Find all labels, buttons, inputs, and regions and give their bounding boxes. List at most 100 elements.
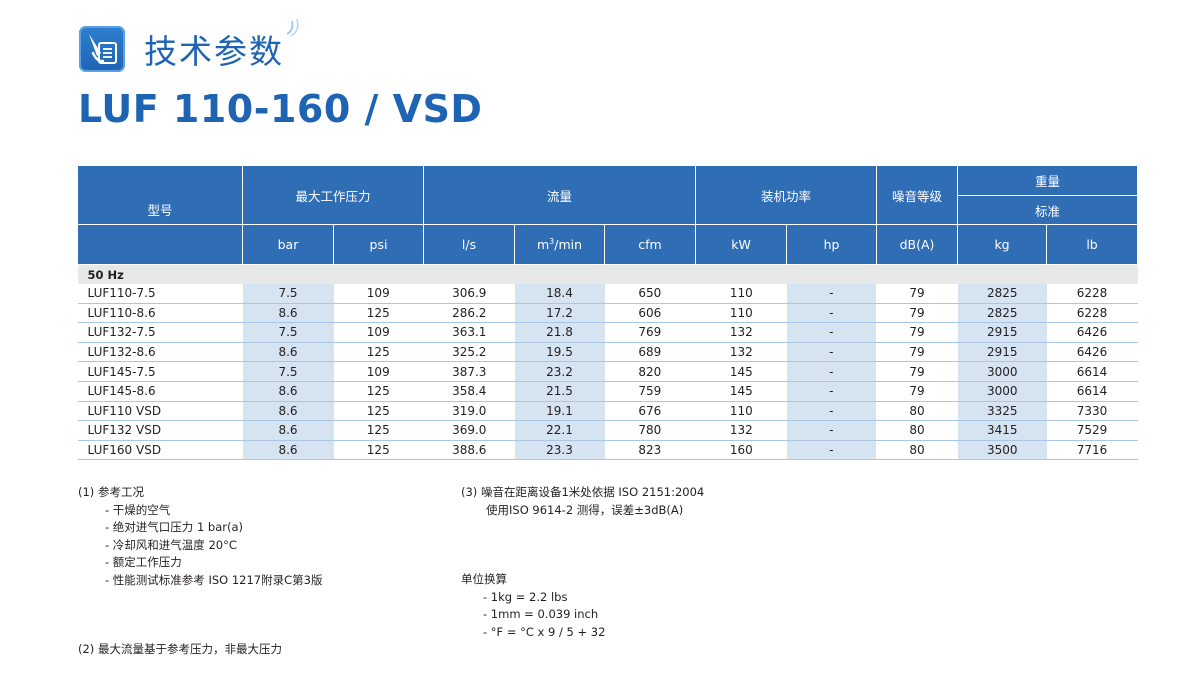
value-cell: 689 [604,342,697,363]
signal-arc-icon [286,18,299,37]
value-cell: 3500 [957,440,1047,461]
value-cell: 8.6 [242,440,334,461]
value-cell: 21.5 [514,381,605,402]
value-cell: 79 [876,342,959,363]
value-cell: 125 [333,440,425,461]
value-cell: - [786,322,878,343]
value-cell: 8.6 [242,381,334,402]
unit-cfm: cfm [604,224,697,265]
value-cell: 79 [876,322,959,343]
value-cell: 109 [333,284,425,304]
value-cell: 6426 [1046,342,1138,363]
value-cell: 8.6 [242,303,334,324]
model-cell: LUF132 VSD [77,420,243,441]
value-cell: 2825 [957,303,1047,324]
unit-conversion-note: 单位换算 - 1kg = 2.2 lbs - 1mm = 0.039 inch … [461,571,605,641]
value-cell: 6614 [1046,381,1138,402]
model-title: LUF 110-160 / VSD [78,87,483,131]
value-cell: 79 [876,284,959,304]
value-cell: 145 [695,381,787,402]
unit-conversion-item: - 1mm = 0.039 inch [483,607,599,622]
value-cell: 8.6 [242,420,334,441]
value-cell: 79 [876,381,959,402]
value-cell: 80 [876,440,959,461]
unit-bar: bar [242,224,334,265]
unit-conversion-item: - °F = °C x 9 / 5 + 32 [483,624,606,639]
units-title: 单位换算 [461,572,507,586]
model-cell: LUF145-7.5 [77,361,243,382]
value-cell: 7330 [1046,401,1138,422]
value-cell: 110 [695,284,787,304]
value-cell: 6228 [1046,303,1138,324]
value-cell: 132 [695,342,787,363]
value-cell: 325.2 [423,342,515,363]
value-cell: 23.2 [514,361,605,382]
value-cell: 3325 [957,401,1047,422]
value-cell: 2915 [957,322,1047,343]
value-cell: - [786,303,878,324]
unit-kg: kg [957,224,1048,265]
model-cell: LUF145-8.6 [77,381,243,402]
table-row: LUF132 VSD 8.6 125 369.0 22.1 780 132-80 3415 75… [77,420,1138,441]
model-cell: LUF110-8.6 [77,303,243,324]
value-cell: 387.3 [423,361,515,382]
max-flow-note: (2) 最大流量基于参考压力，非最大压力 [78,642,282,656]
value-cell: - [786,284,878,304]
value-cell: 606 [604,303,697,324]
value-cell: 22.1 [514,420,605,441]
col-header-model: 型号 [77,165,243,225]
unit-dba: dB(A) [876,224,959,265]
note1-item: - 干燥的空气 [105,502,171,517]
value-cell: 125 [333,342,425,363]
value-cell: 18.4 [514,284,605,304]
note3-line1: (3) 噪音在距离设备1米处依据 ISO 2151:2004 [461,485,705,499]
col-header-noise: 噪音等级 [876,165,959,225]
value-cell: 7.5 [242,322,334,343]
table-row: LUF132-8.6 8.6 125 325.2 19.5 689 132-79 2915 64… [77,342,1138,363]
note3-line2: 使用ISO 9614-2 测得，误差±3dB(A) [486,502,684,517]
table-row: LUF110-7.5 7.5 109 306.9 18.4 650 110-79 2825 62… [77,284,1138,304]
value-cell: 110 [695,303,787,324]
unit-lb: lb [1046,224,1139,265]
value-cell: 650 [604,284,697,304]
value-cell: - [786,381,878,402]
table-row: LUF132-7.5 7.5 109 363.1 21.8 769 132-79 2915 64… [77,322,1138,343]
value-cell: - [786,342,878,363]
table-row: LUF145-7.5 7.5 109 387.3 23.2 820 145-79 3000 66… [77,361,1138,382]
value-cell: 319.0 [423,401,515,422]
table-row: LUF110-8.6 8.6 125 286.2 17.2 606 110-79 2825 62… [77,303,1138,324]
value-cell: 823 [604,440,697,461]
value-cell: 7.5 [242,361,334,382]
value-cell: - [786,420,878,441]
value-cell: 2915 [957,342,1047,363]
value-cell: 2825 [957,284,1047,304]
value-cell: 19.1 [514,401,605,422]
value-cell: 7529 [1046,420,1138,441]
section-title: 技术参数 [144,32,284,71]
col-header-power: 装机功率 [695,165,878,225]
model-cell: LUF132-8.6 [77,342,243,363]
value-cell: 388.6 [423,440,515,461]
value-cell: 160 [695,440,787,461]
model-cell: LUF160 VSD [77,440,243,461]
note1-item: - 额定工作压力 [105,555,182,570]
col-header-max-pressure: 最大工作压力 [241,165,425,225]
value-cell: 676 [604,401,697,422]
value-cell: 110 [695,401,787,422]
value-cell: 109 [333,322,425,343]
value-cell: 23.3 [514,440,605,461]
value-cell: 7.5 [242,284,334,304]
value-cell: 6228 [1046,284,1138,304]
value-cell: 759 [604,381,697,402]
value-cell: 132 [695,420,787,441]
value-cell: 369.0 [423,420,515,441]
spec-table: 型号 最大工作压力 流量 装机功率 噪音等级 重量 标准 bar psi l/s… [77,165,1139,461]
value-cell: 769 [604,322,697,343]
col-header-weight-standard: 标准 [957,195,1139,225]
noise-measurement-note: (3) 噪音在距离设备1米处依据 ISO 2151:2004 使用ISO 961… [461,484,704,519]
value-cell: 358.4 [423,381,515,402]
unit-hp: hp [786,224,878,265]
value-cell: 6614 [1046,361,1138,382]
value-cell: 132 [695,322,787,343]
value-cell: 109 [333,361,425,382]
